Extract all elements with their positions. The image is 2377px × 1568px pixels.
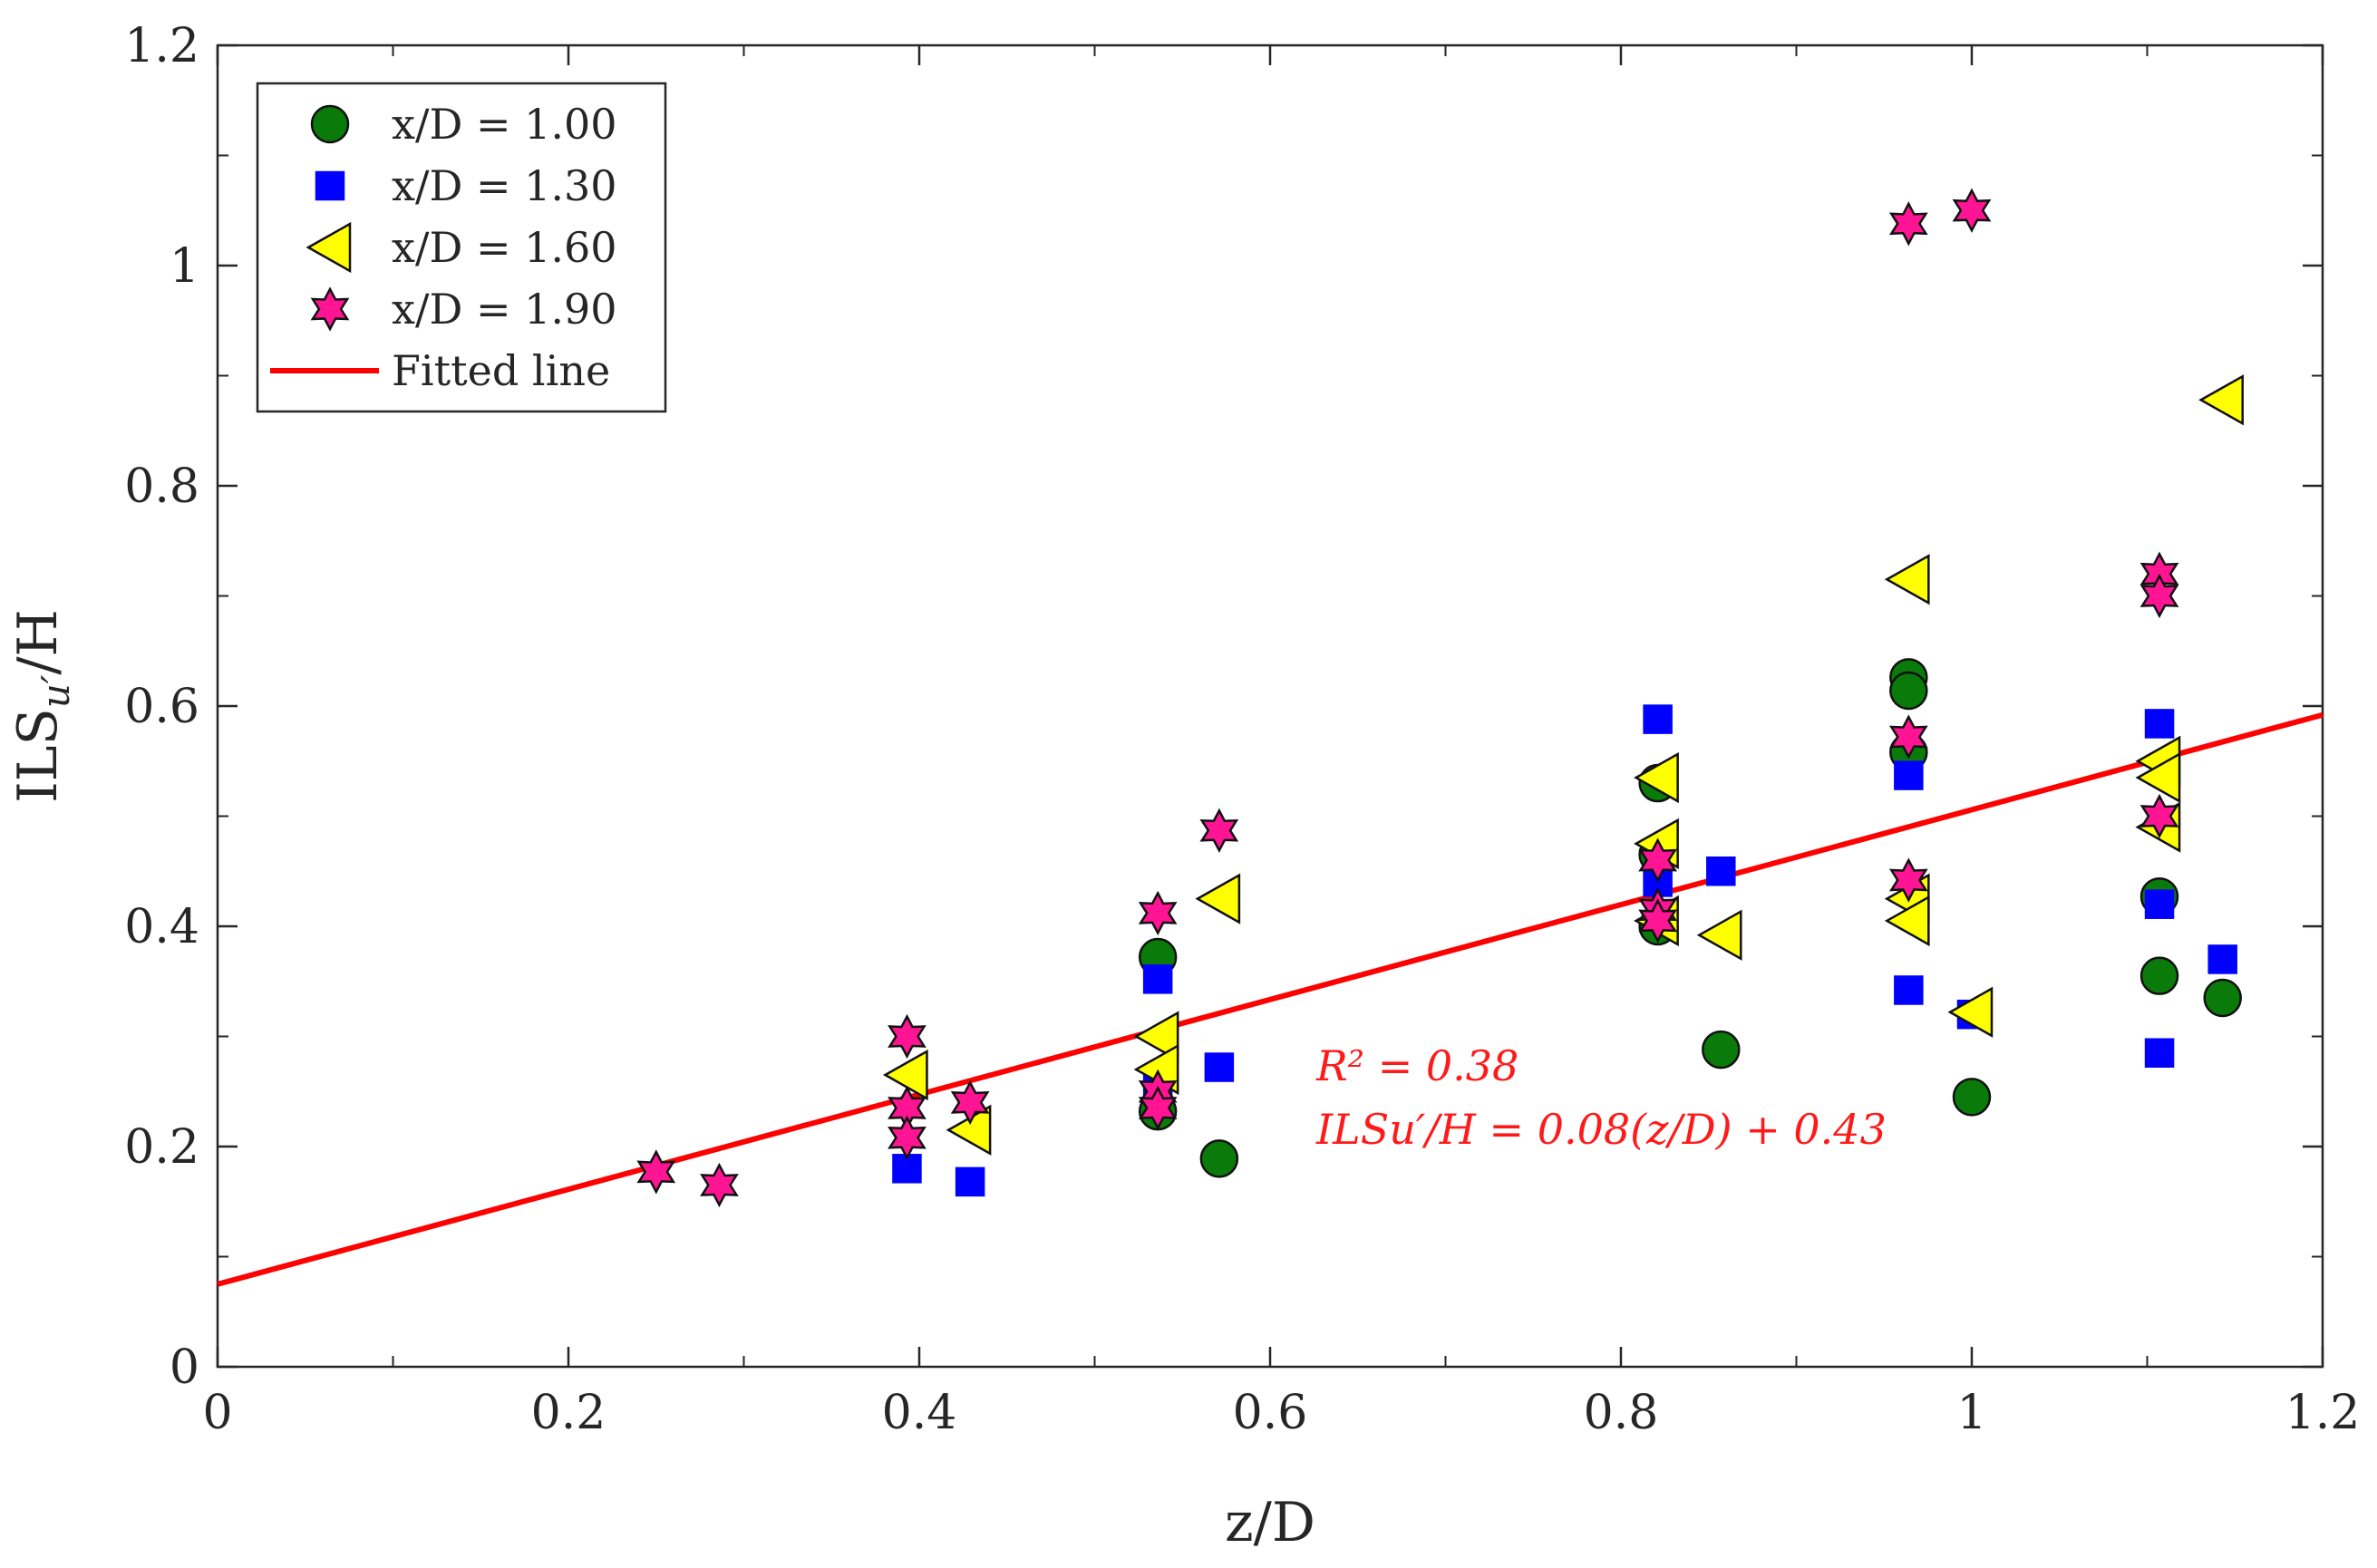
x-tick-label: 0	[202, 1386, 232, 1440]
x-tick-label: 0.6	[1233, 1386, 1308, 1440]
data-markers	[636, 188, 2244, 1208]
x-tick-label: 1	[1956, 1386, 1986, 1440]
y-tick-label: 0	[170, 1341, 199, 1395]
x-tick-label: 0.4	[882, 1386, 957, 1440]
data-point	[888, 1115, 927, 1160]
legend: x/D = 1.00 x/D = 1.30 x/D = 1.60 x/D = 1.90…	[256, 82, 667, 413]
y-tick-label: 0.8	[124, 460, 199, 514]
data-point	[2144, 709, 2175, 739]
legend-marker	[310, 104, 350, 144]
legend-item: Fitted line	[270, 346, 610, 395]
legend-item: x/D = 1.90	[310, 285, 617, 334]
data-point	[1138, 890, 1178, 936]
series-2	[892, 704, 2237, 1197]
data-point	[955, 1166, 985, 1197]
data-point	[636, 1149, 676, 1195]
data-point	[1195, 873, 1241, 924]
r-squared-annotation: R² = 0.38	[1315, 1041, 1518, 1090]
data-point	[1634, 751, 1679, 804]
data-point	[2135, 751, 2181, 804]
data-point	[1888, 857, 1928, 903]
y-tick-label: 0.2	[124, 1120, 199, 1175]
y-axis-title-subscript: u′	[34, 674, 78, 708]
legend-item: x/D = 1.30	[315, 161, 617, 210]
data-point	[1947, 986, 1994, 1038]
x-tick-label: 0.2	[531, 1386, 606, 1440]
data-point	[1638, 898, 1678, 944]
legend-label: Fitted line	[392, 346, 610, 395]
data-point	[1199, 1139, 1239, 1178]
series-4	[636, 188, 2179, 1208]
fitted-line	[217, 711, 2324, 1287]
legend-item: x/D = 1.60	[306, 221, 617, 274]
data-point	[1706, 857, 1736, 886]
data-point	[1204, 1052, 1235, 1082]
data-point	[882, 1049, 928, 1101]
data-point	[2139, 956, 2179, 995]
legend-label: x/D = 1.30	[392, 161, 617, 210]
data-point	[1888, 714, 1928, 760]
data-point	[1952, 188, 1992, 233]
data-point	[2144, 1038, 2175, 1068]
legend-item: x/D = 1.00	[310, 100, 617, 149]
data-point	[1884, 554, 1930, 605]
data-point	[2203, 978, 2242, 1018]
data-point	[1643, 704, 1673, 734]
data-point	[2198, 374, 2244, 426]
data-point	[1702, 1030, 1741, 1070]
data-point	[1952, 1078, 1992, 1117]
data-point	[1888, 201, 1928, 247]
y-tick-label: 0.6	[124, 680, 199, 734]
legend-label: x/D = 1.00	[392, 100, 617, 149]
y-tick-label: 0.4	[124, 900, 199, 954]
legend-marker	[310, 286, 350, 332]
data-point	[1884, 895, 1930, 947]
data-point	[950, 1079, 990, 1126]
legend-marker	[306, 221, 352, 274]
data-point	[2144, 889, 2175, 919]
y-axis-title-main: ILS	[6, 708, 70, 803]
data-point	[2139, 793, 2179, 839]
data-point	[1889, 671, 1928, 711]
data-point	[1199, 808, 1239, 853]
legend-label: x/D = 1.90	[392, 285, 617, 334]
data-point	[2207, 944, 2237, 974]
legend-marker	[315, 170, 345, 201]
data-point	[888, 1013, 927, 1060]
data-point	[1638, 837, 1678, 883]
x-axis-title: z/D	[1225, 1491, 1315, 1554]
data-point	[1894, 975, 1924, 1005]
data-point	[1138, 1085, 1178, 1131]
data-point	[1894, 760, 1924, 790]
x-tick-label: 1.2	[2285, 1386, 2361, 1440]
y-axis-title-tail: /H	[6, 609, 70, 675]
data-point	[1696, 909, 1742, 961]
data-point	[1142, 964, 1173, 994]
data-point	[2139, 573, 2179, 619]
x-tick-label: 0.8	[1584, 1386, 1659, 1440]
y-axis-title: ILSu′/H	[6, 609, 78, 803]
y-tick-label: 1.2	[124, 19, 199, 73]
y-tick-label: 1	[170, 239, 199, 294]
axis-ticks	[216, 44, 2324, 1369]
data-point	[700, 1162, 739, 1208]
data-point	[1133, 1011, 1179, 1062]
legend-label: x/D = 1.60	[392, 223, 617, 272]
fit-equation-annotation: ILSu′/H = 0.08(z/D) + 0.43	[1315, 1105, 1887, 1154]
axis-tick-labels: 0 0.2 0.4 0.6 0.8 1 1.2 0 0.2 0.4 0.6 0.8 1 1.2	[124, 19, 2360, 1440]
